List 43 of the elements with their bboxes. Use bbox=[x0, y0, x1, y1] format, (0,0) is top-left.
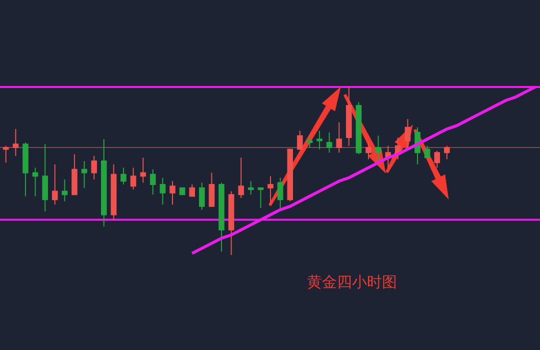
candlestick bbox=[326, 132, 332, 154]
candlestick bbox=[140, 157, 146, 184]
candlestick bbox=[22, 142, 28, 197]
candlestick bbox=[306, 135, 313, 148]
candlestick bbox=[100, 138, 107, 227]
candlestick bbox=[356, 102, 362, 155]
candlestick bbox=[248, 180, 254, 196]
candlestick bbox=[277, 177, 284, 210]
candlestick bbox=[12, 128, 19, 156]
candlestick bbox=[170, 180, 176, 206]
candlestick bbox=[258, 187, 264, 209]
candlestick bbox=[336, 122, 342, 154]
candlestick bbox=[189, 184, 195, 197]
candlestick bbox=[444, 145, 450, 160]
candlestick bbox=[404, 118, 411, 150]
candlestick bbox=[52, 164, 58, 206]
candlestick bbox=[434, 150, 440, 168]
candlestick bbox=[208, 172, 215, 207]
candlestick bbox=[346, 86, 352, 146]
candlestick bbox=[32, 167, 38, 197]
candlestick bbox=[81, 160, 88, 188]
candlestick bbox=[150, 168, 156, 196]
candlestick bbox=[130, 167, 136, 190]
candlestick bbox=[268, 176, 274, 206]
candlestick bbox=[424, 145, 430, 158]
candlestick bbox=[238, 157, 244, 198]
candlestick bbox=[375, 135, 382, 165]
candlestick bbox=[296, 130, 303, 150]
candlestick bbox=[62, 178, 68, 202]
candlestick bbox=[72, 154, 78, 196]
candlestick bbox=[218, 182, 224, 252]
text: 黄金四小时图 bbox=[307, 273, 397, 291]
candlestick bbox=[120, 167, 126, 185]
candlestick bbox=[316, 130, 322, 150]
candlestick bbox=[110, 164, 117, 220]
candlestick bbox=[91, 155, 97, 180]
candlestick bbox=[2, 145, 9, 164]
candlestick bbox=[228, 190, 234, 256]
candlestick bbox=[42, 144, 48, 212]
candlestick bbox=[366, 142, 372, 160]
candlestick bbox=[160, 177, 166, 206]
candlestick bbox=[198, 182, 205, 210]
candlestick bbox=[287, 148, 293, 202]
